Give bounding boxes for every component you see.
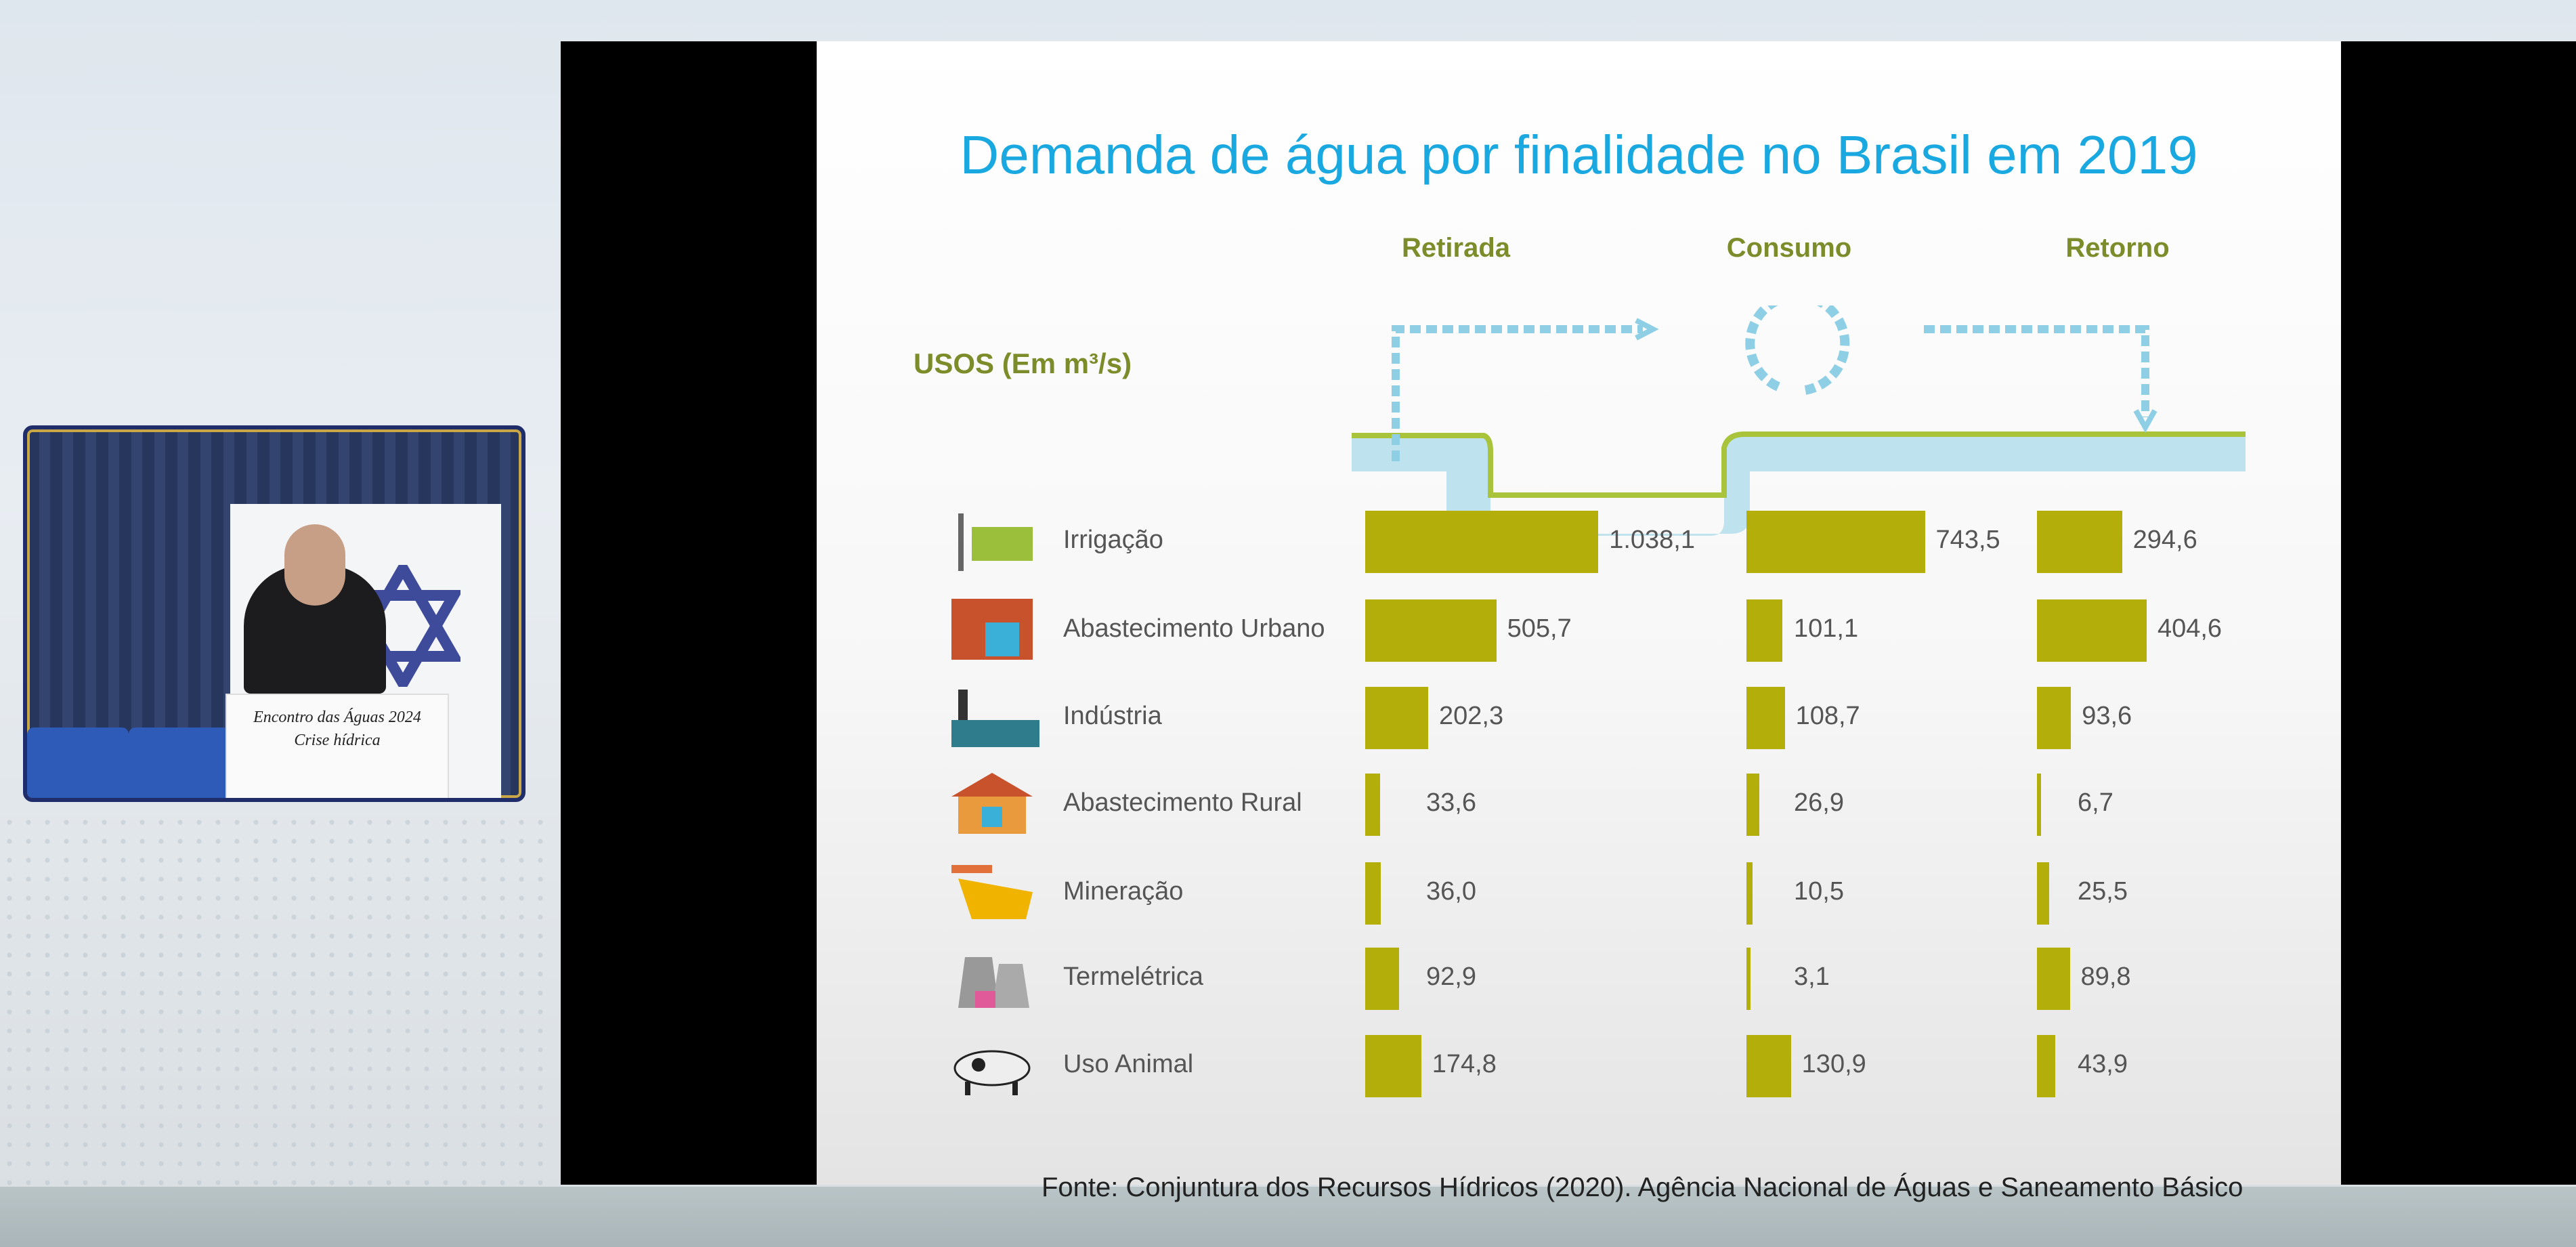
- value-label: 294,6: [2132, 526, 2197, 554]
- bar-retirada: [1365, 1035, 1421, 1097]
- source-text: Fonte: Conjuntura dos Recursos Hídricos …: [1042, 1172, 2244, 1202]
- chair: [27, 727, 129, 798]
- table-row: Indústria 202,3 108,7 93,6: [817, 683, 2341, 751]
- river-bank: [1352, 431, 2246, 498]
- slide-title: Demanda de água por finalidade no Brasil…: [960, 125, 2198, 185]
- value-label: 36,0: [1426, 877, 1476, 906]
- value-label: 1.038,1: [1609, 526, 1696, 554]
- row-label: Abastecimento Urbano: [1063, 614, 1325, 643]
- river: [1352, 434, 2246, 536]
- table-row: Abastecimento Rural 33,6 26,9 6,7: [817, 769, 2341, 837]
- bar-retirada: [1365, 948, 1399, 1010]
- bar-consumo: [1746, 774, 1759, 836]
- podium-line-1: Encontro das Águas 2024: [253, 709, 421, 726]
- value-label: 92,9: [1426, 963, 1476, 991]
- column-header-retirada: Retirada: [1401, 233, 1511, 263]
- return-arrow-head: [2133, 409, 2158, 434]
- table-row: Irrigação 1.038,1 743,5 294,6: [817, 507, 2341, 574]
- table-row: Termelétrica 92,9 3,1 89,8: [817, 944, 2341, 1011]
- value-label: 505,7: [1507, 614, 1572, 643]
- value-label: 6,7: [2078, 788, 2113, 817]
- bar-retorno: [2037, 862, 2049, 925]
- bar-retorno: [2037, 687, 2071, 749]
- podium-line-2: Crise hídrica: [294, 732, 381, 749]
- withdrawal-arrow: [1392, 325, 1643, 461]
- table-row: Abastecimento Urbano 505,7 101,1 404,6: [817, 595, 2341, 663]
- speaker-head: [284, 524, 345, 606]
- value-label: 26,9: [1794, 788, 1844, 817]
- rural-house-icon: [951, 773, 1033, 834]
- bottom-band: [0, 1187, 2576, 1247]
- background-dots: [0, 813, 555, 1247]
- value-label: 33,6: [1426, 788, 1476, 817]
- podium: Encontro das Águas 2024 Crise hídrica: [226, 694, 449, 798]
- value-label: 108,7: [1795, 702, 1860, 730]
- bar-retorno: [2037, 948, 2070, 1010]
- value-label: 202,3: [1439, 702, 1504, 730]
- value-label: 93,6: [2082, 702, 2132, 730]
- row-label: Abastecimento Rural: [1063, 788, 1302, 817]
- cow-icon: [953, 1050, 1031, 1095]
- water-flow-diagram: [1352, 305, 2246, 536]
- value-label: 10,5: [1794, 877, 1844, 906]
- table-row: Uso Animal 174,8 130,9 43,9: [817, 1031, 2341, 1099]
- table-row: Mineração 36,0 10,5 25,5: [817, 858, 2341, 926]
- slide: Demanda de água por finalidade no Brasil…: [817, 41, 2341, 1202]
- power-plant-icon: [958, 957, 1029, 1008]
- bar-retirada: [1365, 511, 1599, 573]
- consumption-cycle-icon: [1745, 305, 1850, 395]
- units-label: USOS (Em m³/s): [914, 347, 1132, 379]
- value-label: 130,9: [1801, 1050, 1866, 1078]
- value-label: 101,1: [1794, 614, 1859, 643]
- bar-retorno: [2037, 1035, 2056, 1097]
- column-header-retorno: Retorno: [2065, 233, 2170, 263]
- value-label: 3,1: [1794, 963, 1830, 991]
- value-label: 25,5: [2078, 877, 2128, 906]
- value-label: 404,6: [2157, 614, 2223, 643]
- bar-retorno: [2037, 774, 2042, 836]
- bar-consumo: [1746, 862, 1753, 925]
- value-label: 89,8: [2080, 963, 2131, 991]
- bar-retorno: [2037, 599, 2147, 662]
- mining-truck-icon: [951, 865, 1033, 919]
- speaker-webcam: Encontro das Águas 2024 Crise hídrica: [23, 425, 525, 802]
- row-label: Irrigação: [1063, 526, 1163, 554]
- bar-retirada: [1365, 862, 1381, 925]
- row-label: Indústria: [1063, 702, 1162, 730]
- bar-retorno: [2037, 511, 2122, 573]
- row-label: Uso Animal: [1063, 1050, 1194, 1078]
- bar-consumo: [1746, 511, 1925, 573]
- bar-consumo: [1746, 599, 1783, 662]
- bar-retirada: [1365, 687, 1429, 749]
- arrow-head: [1635, 318, 1659, 341]
- bar-retirada: [1365, 599, 1497, 662]
- value-label: 743,5: [1935, 526, 2000, 554]
- urban-building-icon: [951, 599, 1033, 660]
- return-arrow: [1924, 325, 2149, 417]
- value-label: 174,8: [1432, 1050, 1497, 1078]
- bar-consumo: [1746, 1035, 1791, 1097]
- value-label: 43,9: [2078, 1050, 2128, 1078]
- irrigation-icon: [958, 513, 1033, 571]
- row-label: Mineração: [1063, 877, 1184, 906]
- factory-icon: [951, 690, 1039, 747]
- bar-retirada: [1365, 774, 1381, 836]
- row-label: Termelétrica: [1063, 963, 1203, 991]
- column-header-consumo: Consumo: [1726, 233, 1852, 263]
- bar-consumo: [1746, 687, 1785, 749]
- chair: [129, 727, 230, 798]
- bar-consumo: [1746, 948, 1751, 1010]
